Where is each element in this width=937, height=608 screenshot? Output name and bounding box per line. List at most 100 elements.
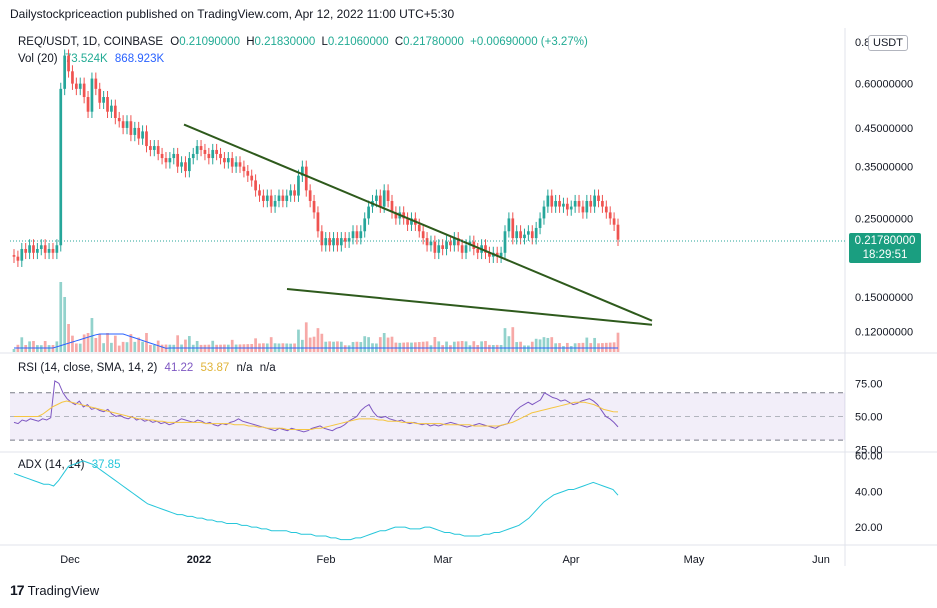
candle-body [308,190,312,201]
price-tick-0: 0.60000000 [855,79,913,91]
rsi-tick-1: 50.00 [855,411,883,423]
candle-body [258,190,261,196]
candle-body [406,218,409,225]
candle-body [449,241,452,246]
candle-body [339,238,343,246]
volume-bar [363,336,367,352]
volume-bar [449,345,452,352]
volume-bar [254,338,257,352]
candle-body [558,200,561,207]
time-tick-4: Apr [562,554,579,566]
candle-body [332,238,335,246]
candle-body [378,195,382,207]
candle-body [336,238,339,246]
candle-body [581,206,585,213]
candle-body [71,71,74,84]
candle-body [172,153,176,159]
volume-value-2: 868.923K [114,53,165,65]
volume-bar [390,336,394,352]
volume-bar [507,336,511,352]
candle-body [390,200,394,213]
candle-body [328,238,331,246]
candle-body [180,162,183,167]
volume-bar [464,341,468,352]
time-tick-0: Dec [60,554,80,566]
candle-body [527,231,530,235]
candle-body [133,127,137,135]
candle-body [24,248,28,253]
candle-body [121,121,125,128]
countdown-label: 18:29:51 [862,249,908,261]
volume-bar [121,341,125,352]
volume-bar [569,346,573,352]
candle-body [137,127,141,139]
volume-bar [230,339,234,352]
volume-bar [429,345,433,352]
volume-bar [527,345,530,352]
change-value: +0.00690000 (+3.27%) [470,36,588,48]
candle-body [250,175,254,181]
candle-body [199,146,203,150]
candle-body [152,146,156,150]
candle-body [523,234,526,239]
candle-body [421,231,425,239]
volume-bar [137,337,141,352]
symbol-label[interactable]: REQ/USDT, 1D, COINBASE [18,36,164,48]
time-tick-2: Feb [317,554,336,566]
volume-bar [480,341,483,352]
candle-body [145,131,148,147]
candle-body [433,241,437,253]
time-tick-1: 2022 [187,554,211,566]
candle-body [515,231,519,239]
candle-body [565,203,569,210]
candle-body [106,97,109,112]
rsi-tick-0: 75.00 [855,378,883,390]
volume-bar [110,342,113,352]
volume-label[interactable]: Vol (20) [18,53,58,65]
adx-tick-2: 20.00 [855,522,883,534]
candle-body [203,149,207,154]
candle-body [589,200,593,207]
volume-bar [414,342,417,352]
rsi-sma-value: 53.87 [200,362,230,374]
volume-bar [472,341,476,352]
high-label: H [246,36,255,48]
candle-body [226,158,230,163]
candle-body [269,195,273,207]
candle-body [550,195,554,207]
candle-body [507,218,511,232]
volume-bar [378,337,382,352]
candle-body [320,231,324,246]
candle-body [28,245,31,253]
volume-bar [437,341,441,352]
volume-bar [523,345,526,352]
candle-body [238,162,242,167]
candle-body [207,153,211,159]
volume-bar [20,337,24,352]
unit-selector[interactable]: USDT [868,35,908,51]
candle-body [503,231,507,253]
candle-body [530,231,534,239]
volume-bar [421,341,425,352]
publish-header: Dailystockpriceaction published on Tradi… [10,7,455,21]
volume-bar [542,337,546,352]
volume-bar [308,337,312,352]
candle-body [363,218,367,232]
volume-bar [441,345,445,352]
volume-bar [113,335,117,352]
volume-bar [149,344,152,352]
candle-body [604,206,608,213]
rsi-label[interactable]: RSI (14, close, SMA, 14, 2) [18,362,158,374]
candle-body [367,206,370,219]
candle-body [573,200,577,207]
close-label: C [394,36,404,48]
candle-body [452,238,456,246]
price-tick-4: 0.15000000 [855,292,913,304]
candle-body [316,212,320,232]
volume-bar [359,342,363,352]
candle-body [569,206,573,210]
tradingview-logo[interactable]: 17 TradingView [10,582,99,598]
volume-bar [417,342,421,352]
rsi-na-1: n/a [236,362,253,374]
